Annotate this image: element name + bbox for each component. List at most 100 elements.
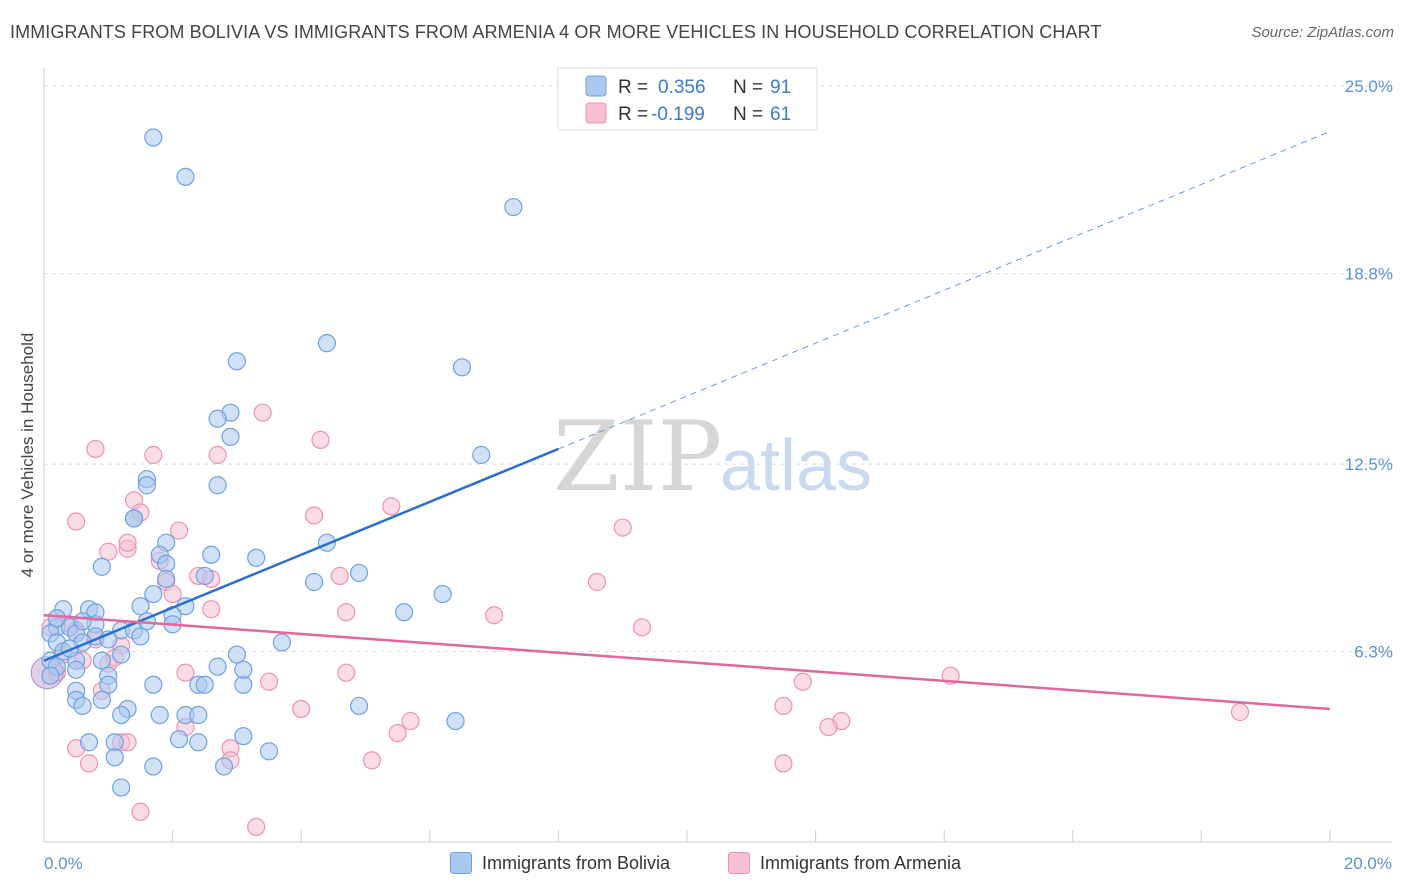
legend-n-value-bolivia: 91 [770,77,791,98]
bolivia-point [92,557,111,576]
armenia-point [176,663,195,682]
armenia-point [330,566,349,586]
bolivia-point [259,742,279,761]
bolivia-point [67,660,86,679]
legend-item-armenia[interactable]: Immigrants from Armenia [728,852,961,874]
legend-swatch-armenia [585,102,607,124]
bolivia-point [446,711,465,731]
armenia-point [253,403,272,422]
armenia-point [292,699,311,719]
legend-label-bolivia: Immigrants from Bolivia [482,852,671,873]
bolivia-point [112,778,131,797]
legend-r-label-armenia: R = [618,104,648,125]
bolivia-point [349,563,369,583]
bolivia-point [47,609,66,628]
y-tick-label: 6.3% [1354,643,1393,662]
armenia-point [587,572,607,592]
bolivia-point [176,167,195,186]
bolivia-point [394,603,414,622]
bolivia-point [99,675,118,694]
armenia-point [793,672,812,691]
armenia-point [362,751,382,770]
bolivia-point [227,352,246,371]
bolivia-point [472,445,491,465]
correlation-legend: R = 0.356 N = 91 R = -0.199 N = 61 [557,67,818,131]
bolivia-point [157,569,176,589]
bolivia-point [73,612,92,631]
bolivia-point [234,660,253,679]
x-ticks [172,830,1331,842]
watermark-atlas: atlas [720,426,872,506]
legend-r-value-bolivia: 0.356 [658,77,706,98]
armenia-point [613,518,632,537]
armenia-trend-line [43,613,1331,711]
bolivia-point [150,705,169,725]
source-label: Source: ZipAtlas.com [1251,24,1394,41]
armenia-point [388,724,407,743]
legend-item-bolivia[interactable]: Immigrants from Bolivia [450,852,670,874]
bolivia-points [41,128,523,797]
armenia-point [1230,702,1250,722]
armenia-point [169,521,189,540]
x-tick-label-max: 20.0% [1344,854,1392,873]
bolivia-point [157,554,176,573]
armenia-point [67,512,86,531]
armenia-point [632,618,652,637]
armenia-point [401,711,420,731]
trend-lines [43,131,1331,711]
bolivia-point [189,705,208,725]
bolivia-point [41,666,60,685]
bolivia-point [208,409,227,428]
armenia-point [99,542,118,561]
armenia-point [131,802,150,821]
bolivia-point [247,548,266,567]
bolivia-point [112,645,131,664]
bolivia-point [79,733,99,752]
armenia-point [247,817,266,836]
armenia-point [774,754,793,773]
bolivia-point [272,633,292,652]
bolivia-point [349,696,369,716]
bolivia-point [433,584,452,604]
legend-swatch-bolivia-bottom [450,852,472,874]
bolivia-point [234,727,253,746]
bolivia-point [144,128,163,147]
armenia-point [163,584,182,604]
bolivia-point [137,476,156,495]
legend-n-label-bolivia: N = [733,77,763,98]
armenia-point [337,603,356,622]
armenia-point [202,600,221,619]
bolivia-point [105,733,124,752]
armenia-point [485,606,504,625]
armenia-point [774,696,793,716]
x-tick-label-min: 0.0% [44,854,83,873]
legend-n-label-armenia: N = [733,104,763,125]
y-tick-labels: 6.3% 12.5% 18.8% 25.0% [1345,77,1393,661]
armenia-point [144,445,163,465]
armenia-point [118,533,137,552]
legend-r-label-bolivia: R = [618,77,648,98]
watermark-zip: ZIP [553,401,722,513]
bolivia-point [112,705,131,725]
bolivia-point [208,476,227,495]
legend-n-value-armenia: 61 [770,104,791,125]
armenia-point [337,663,356,682]
bolivia-point [92,651,111,670]
bolivia-trend-line [43,447,559,662]
legend-swatch-bolivia [585,75,607,97]
bolivia-point [92,690,111,709]
bolivia-point [124,509,144,528]
bolivia-point [504,197,523,217]
armenia-point [819,718,838,737]
bolivia-point [195,566,214,586]
bolivia-point [202,545,221,564]
bolivia-point [234,675,253,694]
bolivia-point [195,675,214,694]
armenia-point [304,506,324,525]
bolivia-point [304,572,324,592]
bolivia-point [189,733,208,752]
armenia-point [382,497,401,516]
armenia-point [311,430,330,449]
bolivia-point [131,597,150,616]
